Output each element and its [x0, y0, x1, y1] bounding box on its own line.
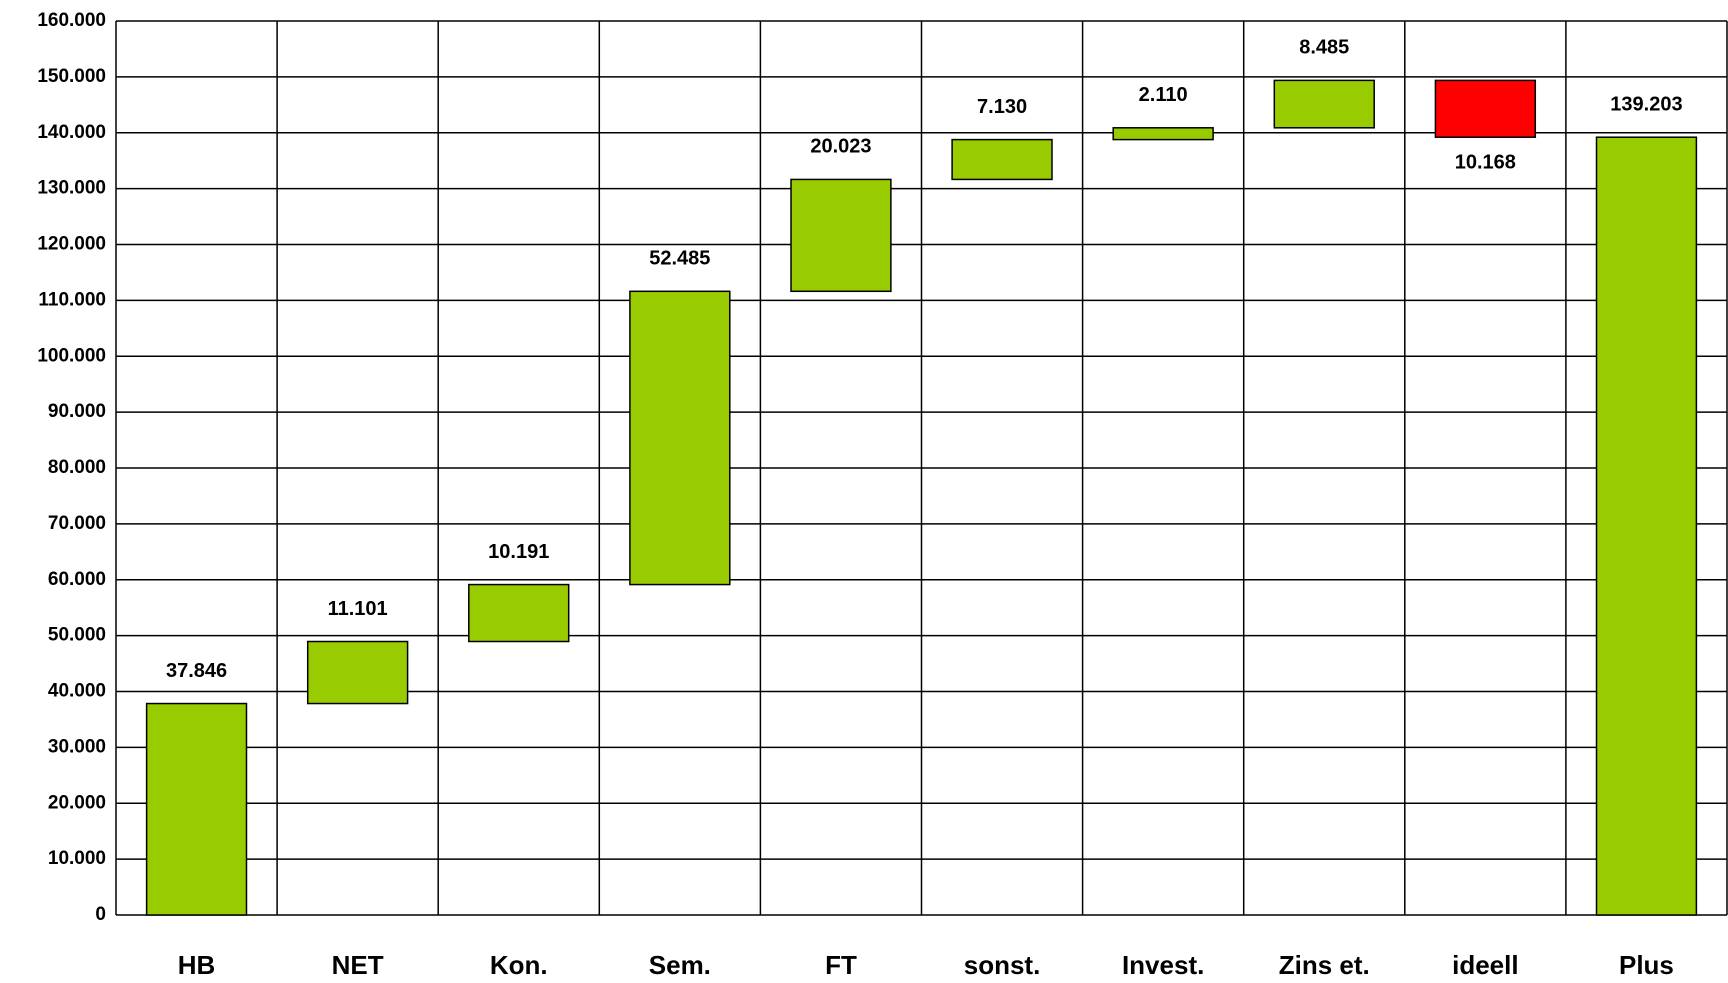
value-label: 37.846 [166, 660, 227, 682]
bar [790, 178, 892, 293]
y-tick-label: 90.000 [48, 401, 106, 422]
value-label: 11.101 [328, 598, 388, 620]
value-label: 10.168 [1455, 151, 1516, 173]
y-tick-label: 100.000 [37, 345, 106, 366]
bar [468, 583, 570, 643]
bar [1434, 79, 1537, 138]
value-label: 10.191 [488, 541, 549, 563]
bar [629, 290, 731, 586]
bar [1273, 79, 1375, 129]
x-tick-label: Kon. [490, 950, 548, 980]
x-tick-label: sonst. [964, 950, 1041, 980]
x-tick-label: Sem. [649, 950, 711, 980]
value-label: 52.485 [649, 248, 710, 270]
y-tick-label: 120.000 [37, 234, 106, 255]
x-tick-label: HB [178, 950, 216, 980]
value-label: 2.110 [1139, 84, 1188, 106]
y-tick-label: 60.000 [48, 569, 106, 590]
y-tick-label: 150.000 [37, 66, 106, 87]
y-tick-label: 20.000 [48, 792, 106, 813]
y-tick-label: 110.000 [38, 289, 106, 310]
x-tick-label: Plus [1619, 950, 1674, 980]
bar [145, 702, 248, 916]
value-label: 7.130 [977, 96, 1027, 118]
y-tick-label: 140.000 [37, 122, 106, 143]
x-tick-label: FT [825, 950, 857, 980]
x-tick-label: ideell [1452, 950, 1518, 980]
value-label: 139.203 [1610, 93, 1682, 115]
value-label: 8.485 [1299, 37, 1349, 59]
y-tick-label: 30.000 [48, 736, 106, 757]
y-tick-label: 0 [95, 904, 106, 925]
y-tick-label: 70.000 [48, 513, 106, 534]
x-tick-label: NET [332, 950, 384, 980]
y-tick-label: 50.000 [48, 625, 106, 646]
x-tick-label: Invest. [1122, 950, 1204, 980]
bar [1112, 127, 1214, 141]
y-tick-label: 160.000 [37, 10, 106, 31]
y-tick-label: 10.000 [48, 848, 106, 869]
x-tick-label: Zins et. [1279, 950, 1370, 980]
y-tick-label: 130.000 [37, 178, 106, 199]
bar [1595, 136, 1698, 916]
bar [951, 138, 1053, 181]
value-label: 20.023 [810, 136, 871, 158]
y-tick-label: 40.000 [48, 681, 106, 702]
bar [306, 640, 409, 705]
y-tick-label: 80.000 [48, 457, 106, 478]
